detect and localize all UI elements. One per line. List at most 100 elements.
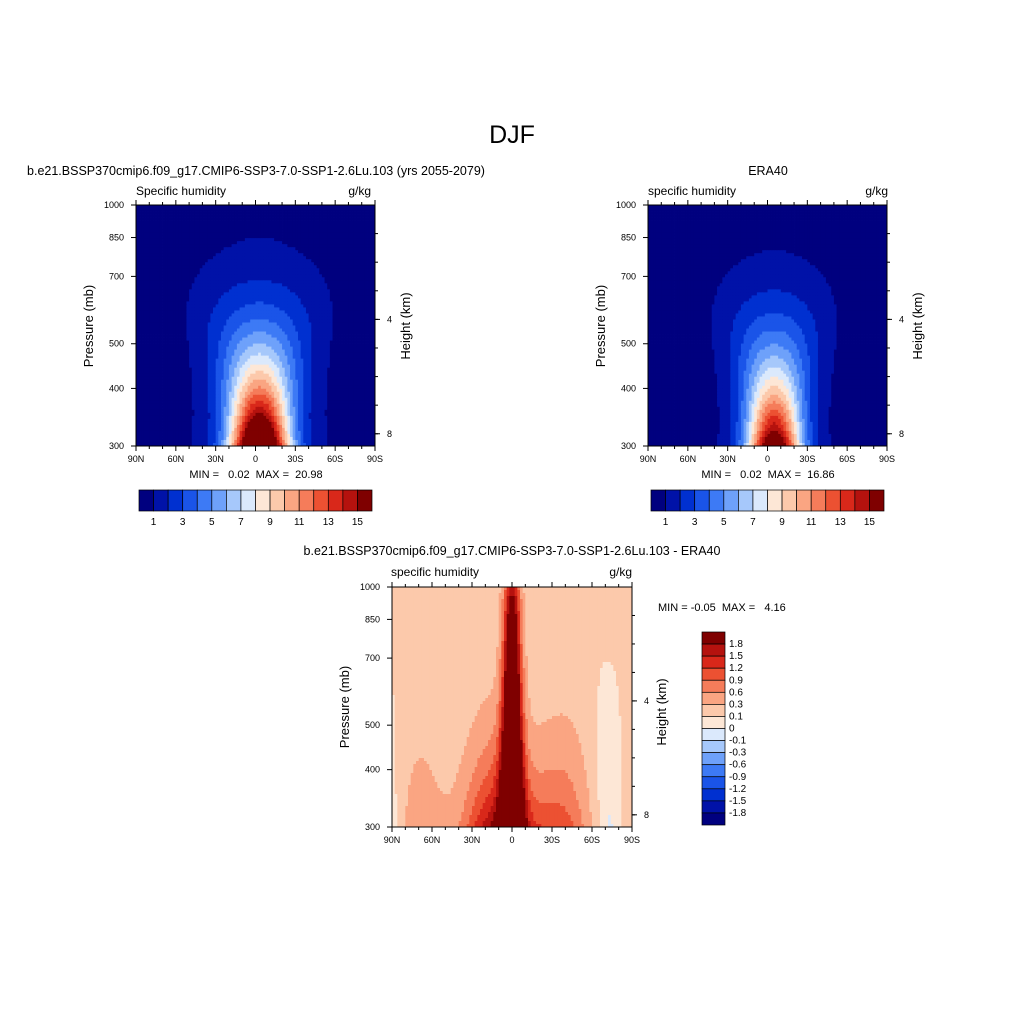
- contour-cell: [240, 280, 243, 283]
- contour-cell: [356, 250, 359, 253]
- contour-cell: [301, 326, 304, 329]
- contour-cell: [317, 365, 320, 368]
- contour-cell: [178, 344, 181, 347]
- contour-cell: [356, 341, 359, 344]
- contour-cell: [139, 338, 142, 341]
- contour-cell: [202, 292, 205, 295]
- contour-cell: [269, 223, 272, 226]
- contour-cell: [210, 295, 213, 298]
- contour-cell: [277, 347, 280, 350]
- contour-cell: [311, 214, 314, 217]
- contour-cell: [144, 286, 147, 289]
- contour-cell: [343, 259, 346, 262]
- contour-cell: [178, 217, 181, 220]
- contour-cell: [178, 313, 181, 316]
- contour-cell: [263, 232, 266, 235]
- contour-cell: [367, 271, 370, 274]
- contour-cell: [229, 350, 232, 353]
- contour-cell: [325, 238, 328, 241]
- contour-cell: [184, 338, 187, 341]
- contour-cell: [178, 310, 181, 313]
- contour-cell: [250, 268, 253, 271]
- contour-cell: [293, 292, 296, 295]
- contour-cell: [303, 350, 306, 353]
- contour-cell: [295, 310, 298, 313]
- contour-cell: [160, 247, 163, 250]
- contour-cell: [232, 271, 235, 274]
- contour-cell: [139, 371, 142, 374]
- contour-cell: [279, 205, 282, 208]
- contour-cell: [370, 298, 373, 301]
- contour-cell: [282, 344, 285, 347]
- contour-cell: [184, 332, 187, 335]
- contour-cell: [216, 335, 219, 338]
- contour-cell: [208, 359, 211, 362]
- contour-cell: [359, 350, 362, 353]
- contour-cell: [279, 256, 282, 259]
- contour-cell: [186, 253, 189, 256]
- contour-cell: [303, 262, 306, 265]
- contour-cell: [269, 265, 272, 268]
- contour-cell: [306, 271, 309, 274]
- contour-cell: [202, 262, 205, 265]
- contour-cell: [327, 316, 330, 319]
- contour-cell: [234, 298, 237, 301]
- contour-cell: [232, 347, 235, 350]
- contour-cell: [351, 295, 354, 298]
- contour-cell: [266, 316, 269, 319]
- contour-cell: [155, 371, 158, 374]
- contour-cell: [200, 301, 203, 304]
- contour-cell: [309, 274, 312, 277]
- contour-cell: [367, 223, 370, 226]
- contour-cell: [295, 322, 298, 325]
- contour-cell: [234, 329, 237, 332]
- contour-cell: [367, 307, 370, 310]
- contour-cell: [163, 205, 166, 208]
- contour-cell: [301, 283, 304, 286]
- contour-cell: [144, 205, 147, 208]
- contour-cell: [311, 205, 314, 208]
- contour-cell: [256, 341, 259, 344]
- contour-cell: [210, 223, 213, 226]
- contour-cell: [261, 244, 264, 247]
- contour-cell: [213, 211, 216, 214]
- contour-cell: [261, 353, 264, 356]
- contour-cell: [242, 244, 245, 247]
- contour-cell: [152, 250, 155, 253]
- contour-cell: [168, 313, 171, 316]
- contour-cell: [171, 304, 174, 307]
- contour-cell: [171, 289, 174, 292]
- contour-cell: [144, 347, 147, 350]
- contour-cell: [295, 298, 298, 301]
- contour-cell: [176, 335, 179, 338]
- contour-cell: [333, 307, 336, 310]
- contour-cell: [282, 295, 285, 298]
- contour-cell: [197, 301, 200, 304]
- contour-cell: [319, 220, 322, 223]
- contour-cell: [333, 359, 336, 362]
- contour-cell: [351, 280, 354, 283]
- contour-cell: [218, 205, 221, 208]
- contour-cell: [181, 226, 184, 229]
- contour-cell: [184, 347, 187, 350]
- contour-cell: [253, 335, 256, 338]
- contour-cell: [277, 356, 280, 359]
- contour-cell: [205, 307, 208, 310]
- contour-cell: [335, 232, 338, 235]
- contour-cell: [364, 280, 367, 283]
- contour-cell: [356, 247, 359, 250]
- contour-cell: [208, 214, 211, 217]
- contour-cell: [139, 365, 142, 368]
- contour-cell: [250, 214, 253, 217]
- contour-cell: [261, 250, 264, 253]
- contour-cell: [370, 332, 373, 335]
- contour-cell: [250, 229, 253, 232]
- contour-cell: [295, 205, 298, 208]
- contour-cell: [263, 359, 266, 362]
- contour-cell: [194, 353, 197, 356]
- contour-cell: [258, 208, 261, 211]
- contour-cell: [173, 304, 176, 307]
- contour-cell: [359, 235, 362, 238]
- contour-cell: [285, 253, 288, 256]
- contour-cell: [314, 271, 317, 274]
